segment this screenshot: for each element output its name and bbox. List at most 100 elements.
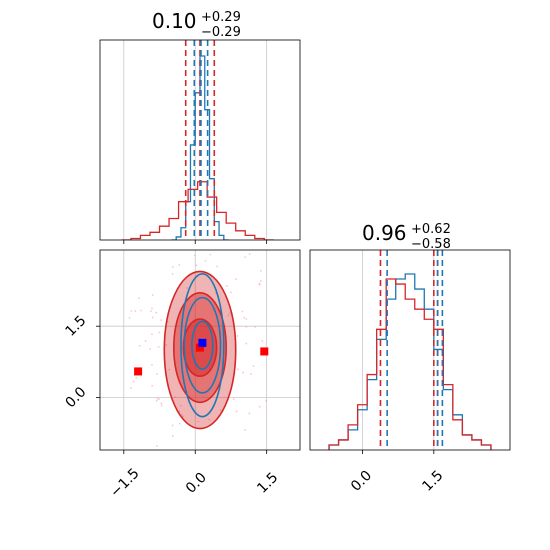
sample-point bbox=[149, 348, 152, 350]
sample-point bbox=[150, 310, 152, 312]
sample-point bbox=[250, 373, 252, 376]
red-marker bbox=[196, 343, 204, 352]
sample-point bbox=[128, 317, 131, 319]
sample-point bbox=[134, 310, 137, 313]
x-tick-label: 1.5 bbox=[419, 468, 446, 495]
sample-point bbox=[168, 368, 171, 371]
sample-point bbox=[259, 280, 262, 282]
sample-point bbox=[163, 460, 165, 462]
sample-point bbox=[204, 259, 207, 262]
sample-point bbox=[178, 263, 181, 266]
sample-point bbox=[228, 312, 231, 315]
title-plus-error: +0.62 bbox=[411, 222, 451, 237]
sample-point bbox=[155, 399, 158, 402]
sample-point bbox=[209, 253, 212, 256]
sample-point bbox=[138, 344, 141, 347]
sample-point bbox=[182, 415, 184, 418]
blue-contour bbox=[191, 320, 214, 370]
sample-point bbox=[183, 463, 185, 465]
y-tick-label: 1.5 bbox=[62, 313, 89, 340]
sample-point bbox=[160, 404, 163, 407]
sample-point bbox=[245, 325, 248, 328]
sample-point bbox=[195, 264, 198, 267]
sample-point bbox=[160, 319, 163, 321]
sample-point bbox=[236, 368, 239, 371]
sample-point bbox=[151, 294, 154, 296]
right-histogram-frame bbox=[309, 249, 511, 451]
sample-point bbox=[235, 410, 238, 413]
x-tick-label: −1.5 bbox=[107, 465, 142, 500]
sample-point bbox=[155, 311, 158, 314]
top-histogram-title: 0.10 +0.29 −0.29 bbox=[152, 9, 241, 40]
sample-point bbox=[178, 410, 181, 413]
sample-point bbox=[208, 418, 211, 421]
sample-point bbox=[232, 398, 235, 401]
sample-point bbox=[155, 373, 158, 375]
sample-point bbox=[252, 365, 255, 368]
sample-point bbox=[158, 398, 160, 401]
sample-point bbox=[174, 396, 176, 398]
blue-contour bbox=[183, 296, 222, 394]
x-tick-label: 0.0 bbox=[183, 470, 210, 497]
top-histogram-frame bbox=[99, 39, 301, 241]
sample-point bbox=[175, 452, 177, 454]
sample-point bbox=[178, 422, 181, 425]
sample-point bbox=[204, 212, 206, 214]
x-tick-label: 1.5 bbox=[254, 470, 281, 497]
sample-point bbox=[144, 340, 147, 342]
sample-point bbox=[265, 399, 267, 402]
title-value: 0.10 bbox=[152, 9, 197, 33]
sample-point bbox=[245, 318, 248, 320]
sample-point bbox=[244, 457, 246, 459]
top-histogram-panel bbox=[99, 39, 301, 244]
histogram-series bbox=[328, 278, 492, 450]
sample-point bbox=[261, 340, 264, 342]
sample-point bbox=[186, 286, 188, 289]
red-marker bbox=[134, 367, 143, 376]
sample-point bbox=[244, 428, 247, 431]
sample-point bbox=[165, 344, 168, 346]
sample-point bbox=[258, 405, 261, 408]
sample-point bbox=[151, 307, 153, 310]
sample-point bbox=[151, 363, 153, 366]
sample-point bbox=[155, 444, 158, 447]
sample-point bbox=[138, 297, 140, 300]
sample-point bbox=[244, 256, 247, 259]
sample-point bbox=[130, 310, 133, 312]
sample-point bbox=[160, 402, 163, 405]
sample-point bbox=[171, 435, 174, 437]
sample-point bbox=[151, 333, 153, 336]
sample-point bbox=[225, 285, 228, 287]
sample-point bbox=[248, 253, 251, 255]
sample-point bbox=[187, 460, 189, 462]
sample-point bbox=[219, 409, 222, 412]
sample-point bbox=[193, 254, 196, 257]
sample-point bbox=[197, 420, 200, 423]
right-histogram-title: 0.96 +0.62 −0.58 bbox=[362, 221, 451, 252]
sample-point bbox=[132, 380, 135, 383]
sample-point bbox=[215, 246, 217, 248]
sample-point bbox=[227, 314, 230, 317]
sample-point bbox=[171, 265, 174, 268]
sample-point bbox=[151, 384, 154, 387]
title-value: 0.96 bbox=[362, 221, 407, 245]
x-tick-label: 0.0 bbox=[348, 468, 375, 495]
sample-point bbox=[260, 270, 262, 272]
sample-point bbox=[151, 316, 154, 319]
sample-point bbox=[198, 462, 200, 464]
blue-marker bbox=[198, 338, 207, 347]
sample-point bbox=[215, 481, 217, 483]
y-tick-label: 0.0 bbox=[62, 384, 89, 411]
sample-point bbox=[235, 243, 237, 245]
sample-point bbox=[179, 404, 182, 407]
sample-point bbox=[241, 310, 244, 313]
sample-point bbox=[234, 221, 236, 223]
sample-point bbox=[156, 397, 159, 400]
title-plus-error: +0.29 bbox=[201, 10, 241, 25]
sample-point bbox=[192, 206, 194, 208]
sample-point bbox=[158, 331, 161, 334]
sample-point bbox=[202, 463, 204, 465]
sample-point bbox=[235, 278, 238, 281]
sample-point bbox=[175, 460, 177, 462]
